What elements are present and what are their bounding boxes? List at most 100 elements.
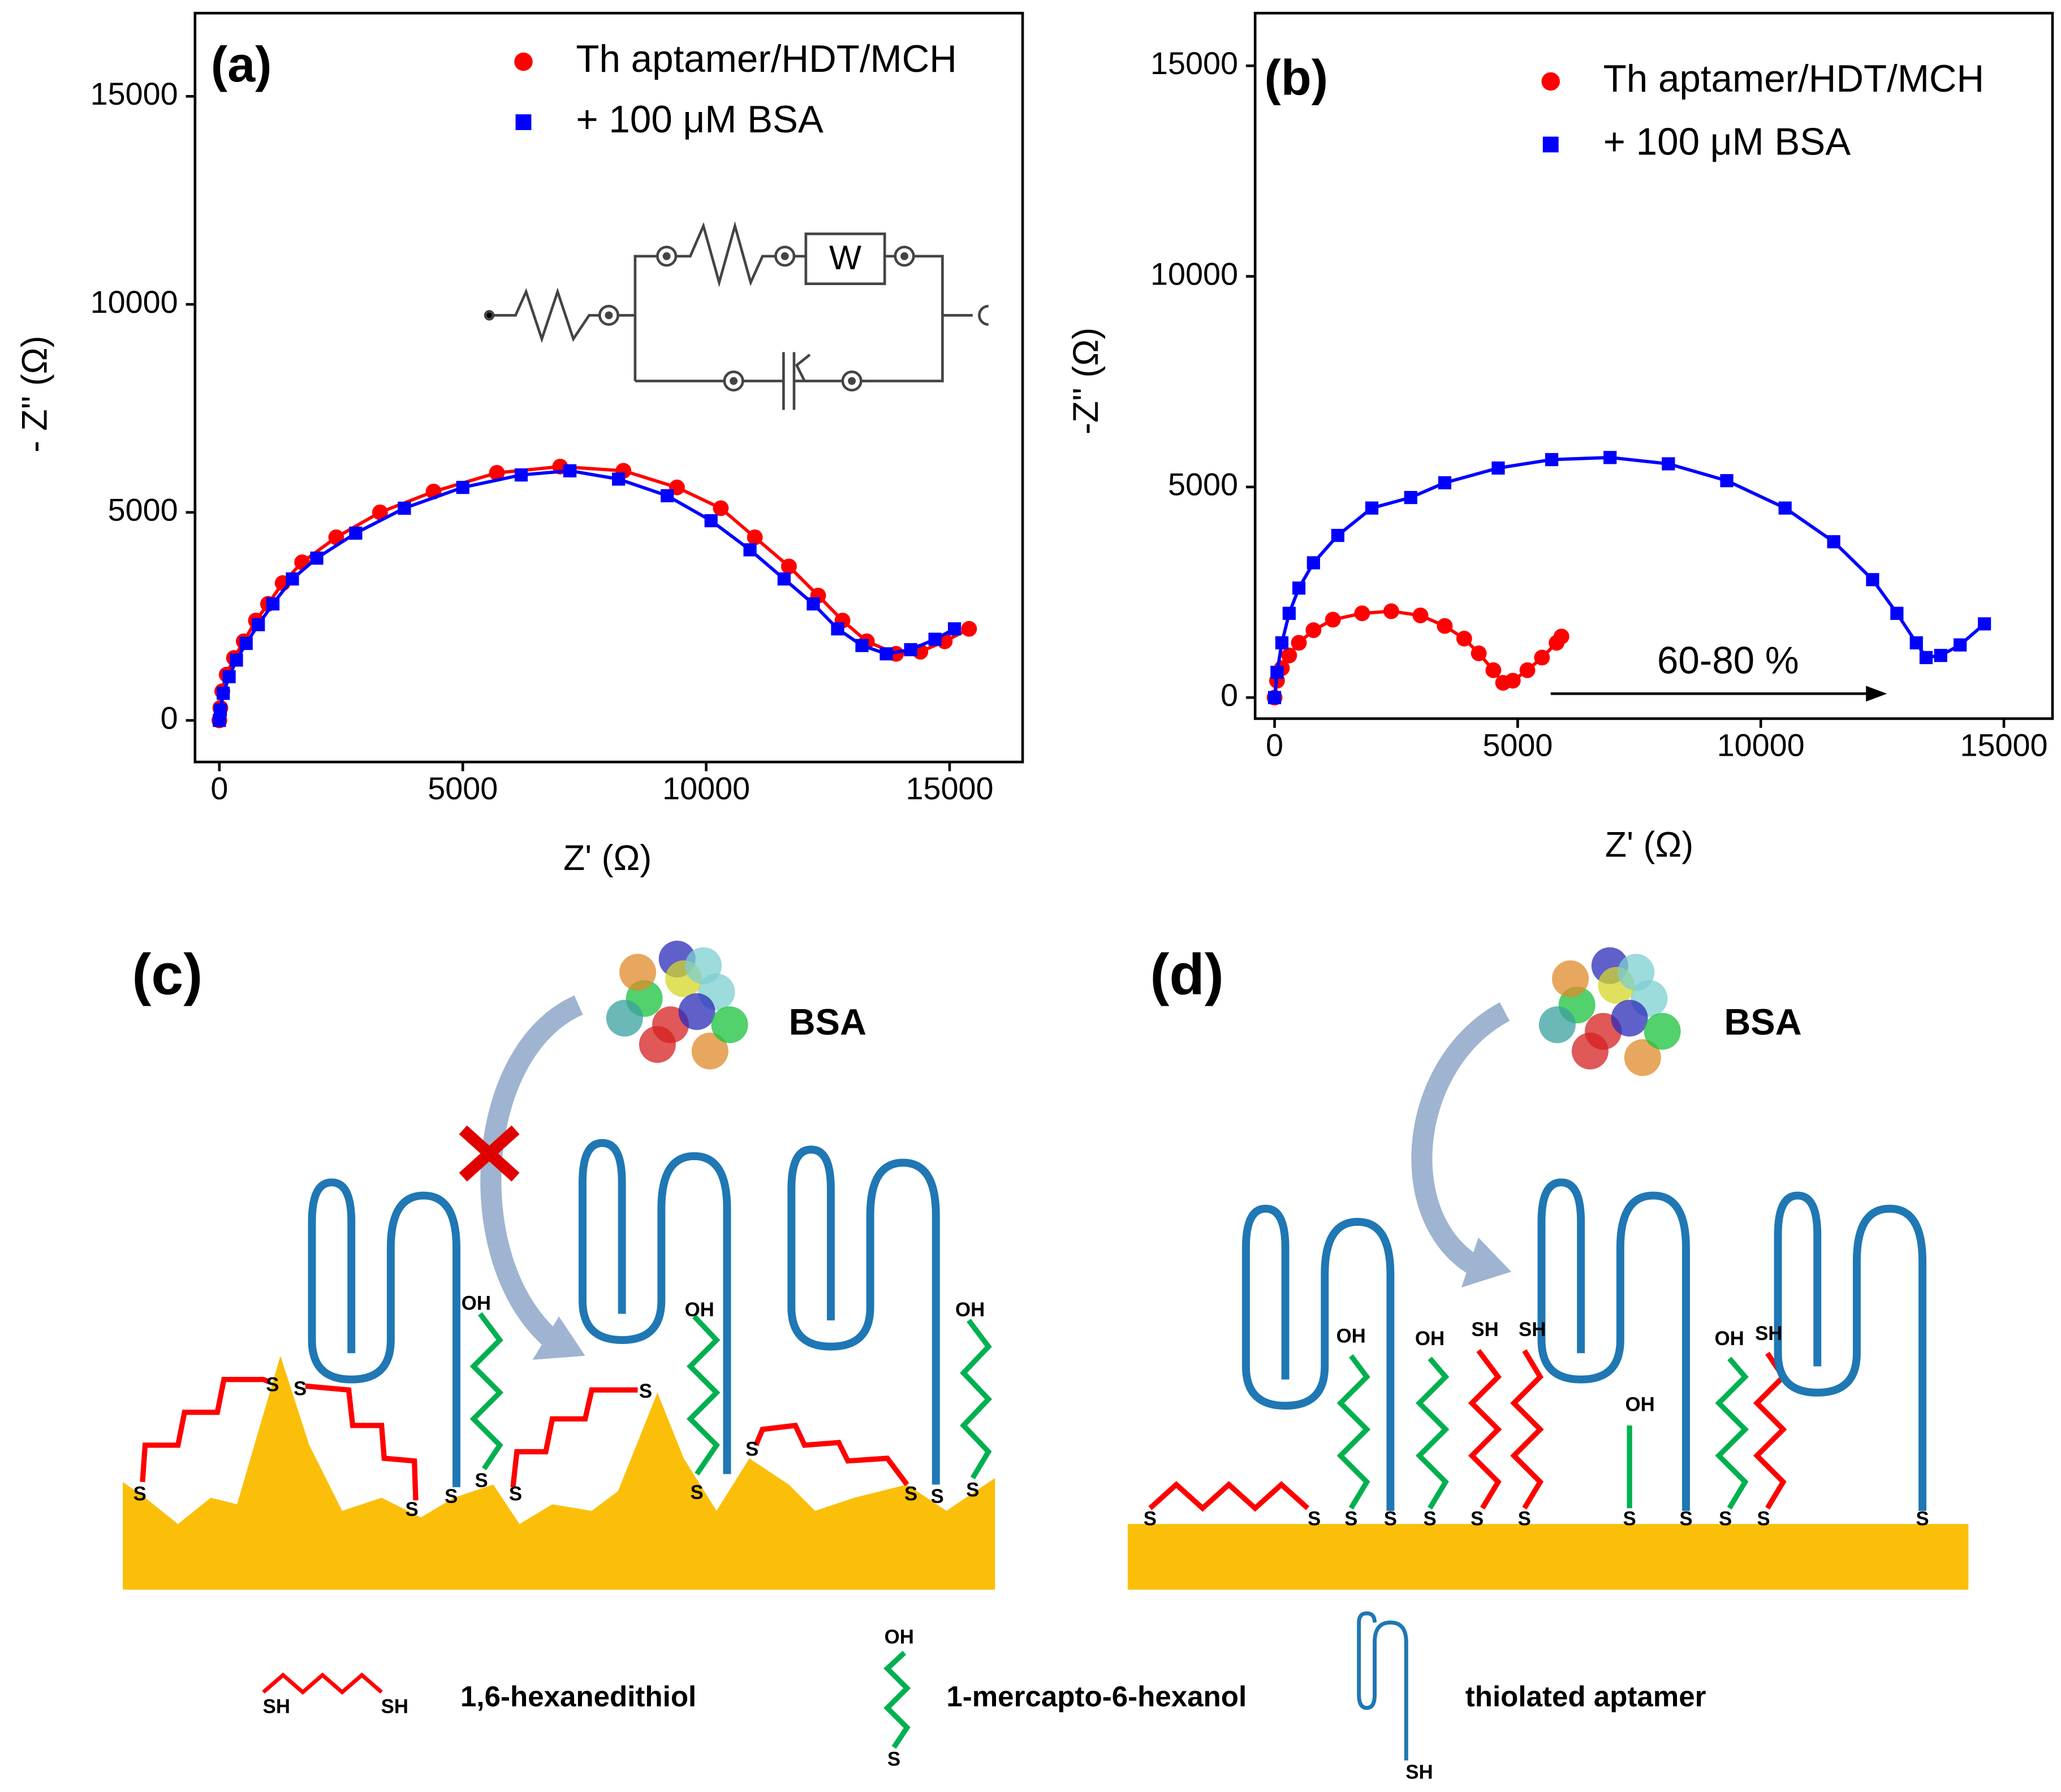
data-point [266,597,280,611]
data-point [1553,628,1570,645]
surface-label: S [1384,1507,1397,1530]
x-tick-label: 5000 [428,771,498,806]
annotation: 60-80 % [1657,640,1799,682]
legend-marker [514,52,533,71]
data-point [222,670,236,683]
data-point [713,500,729,516]
legend-label: + 100 μM BSA [576,98,823,141]
data-point [1545,453,1559,467]
data-point [1471,645,1487,661]
aptamers [1241,1178,1926,1511]
surface-label: S [1916,1507,1929,1530]
surface-label: S [690,1481,703,1504]
legend-marker [1542,136,1559,153]
data-point [1291,635,1307,651]
surface-label: S [294,1377,307,1399]
hexanedithiol-chains [1148,1349,1787,1512]
data-point [1305,622,1322,639]
surface-label: S [1679,1507,1692,1530]
data-point [1485,662,1502,678]
data-point [1307,556,1320,570]
aptamer [308,1178,460,1488]
curved-arrowhead [1461,1237,1512,1288]
data-point [217,687,230,700]
data-point [1412,608,1429,623]
data-point [239,636,253,651]
fit-line [217,464,970,721]
surface-label: S [1757,1507,1770,1530]
protein-part [1618,954,1655,991]
data-point [398,501,411,515]
legend-marker [1541,72,1560,91]
data-point [704,514,718,528]
plot-frame [193,11,1024,764]
curved-arrowhead [532,1316,585,1360]
surface-label: S [1471,1507,1484,1530]
data-point [1778,501,1792,515]
data-point [349,526,363,540]
gold-surface [1127,1524,1969,1590]
aptamer [1537,1178,1690,1511]
y-axis-label: -Z'' (Ω) [1066,328,1106,434]
data-point [1662,457,1675,471]
x-tick-label: 10000 [662,771,750,806]
data-point [1325,611,1341,628]
legend-marker [515,114,532,130]
legend-end: SH [1405,1761,1433,1784]
inset-label: W [829,238,861,277]
data-point [961,621,977,637]
data-point [1519,662,1536,678]
data-point [514,468,528,482]
surface-label: OH [1625,1393,1655,1415]
y-tick-label: 0 [1221,678,1238,713]
data-point [372,504,388,520]
legend-label: Th aptamer/HDT/MCH [1603,58,1985,100]
data-point [1404,490,1417,505]
panel-label: (d) [1150,941,1223,1006]
aptamer [1241,1204,1395,1511]
data-point [1720,474,1734,488]
data-point [1534,649,1550,666]
data-point [1603,451,1617,464]
protein-label: BSA [789,1001,866,1043]
data-point [612,472,626,486]
data-point [947,622,961,636]
data-point [1365,501,1379,515]
surface-label: S [1623,1507,1636,1530]
data-point [781,558,797,575]
data-point [1866,573,1879,587]
x-tick-label: 15000 [906,771,993,806]
legend-end: OH [885,1626,914,1648]
protein-part [619,954,657,991]
surface-label: S [266,1374,279,1396]
surface-label: S [930,1485,943,1507]
data-point [1438,476,1452,490]
legend-icon [883,1651,911,1749]
data-point [1281,647,1297,664]
surface-label: S [639,1380,652,1402]
surface-label: OH [1336,1325,1366,1347]
y-tick-label: 15000 [90,76,178,111]
y-tick-label: 10000 [90,285,178,320]
data-point [1491,461,1505,475]
aptamer [1774,1191,1926,1511]
surface-label: S [405,1498,418,1520]
data-point [1504,673,1521,689]
x-tick-label: 15000 [1960,727,2048,763]
data-point [747,529,763,545]
curved-arrow [1411,1002,1510,1277]
x-tick-label: 0 [210,771,228,806]
panel-label: (b) [1264,49,1328,105]
legend-icon [262,1672,383,1695]
surface-label: S [1719,1507,1732,1530]
surface-label: S [1144,1507,1157,1530]
data-point [1954,638,1967,652]
data-point [1827,535,1840,549]
data-point [928,632,942,646]
legend-end: SH [263,1696,290,1718]
protein-part [1611,1000,1648,1037]
x-tick-label: 5000 [1482,727,1553,763]
legend-end: S [887,1748,900,1770]
data-point [1282,606,1296,620]
surface-label: OH [1714,1328,1744,1350]
